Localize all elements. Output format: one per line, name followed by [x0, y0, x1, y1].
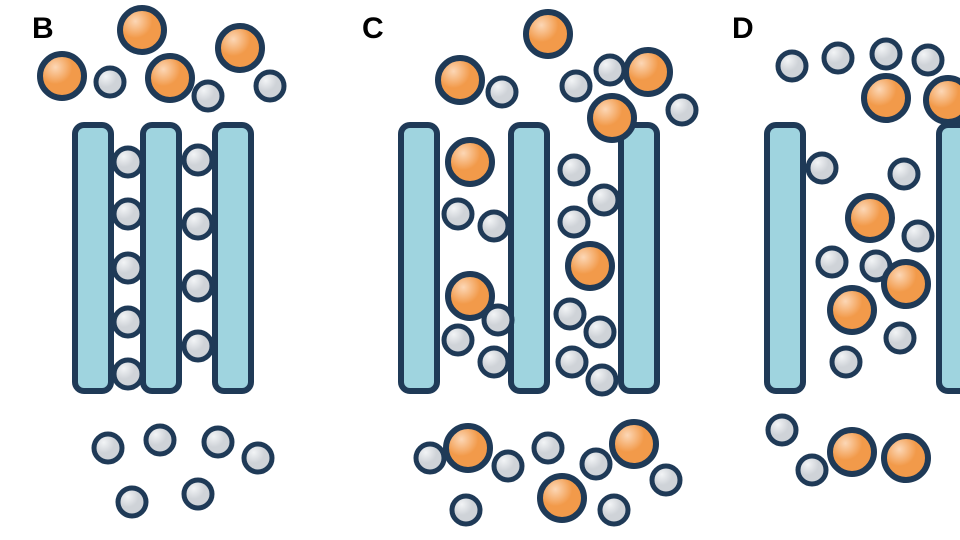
large-particle-icon [620, 44, 676, 100]
panel-label: D [732, 12, 754, 46]
small-particle-icon [109, 143, 147, 181]
small-particle-icon [239, 439, 277, 477]
small-particle-icon [179, 267, 217, 305]
large-particle-icon [34, 48, 90, 104]
small-particle-icon [885, 155, 923, 193]
panel-label: B [32, 12, 54, 46]
small-particle-icon [141, 421, 179, 459]
large-particle-icon [442, 134, 498, 190]
large-particle-icon [562, 238, 618, 294]
large-particle-icon [878, 430, 934, 486]
large-particle-icon [858, 70, 914, 126]
small-particle-icon [439, 195, 477, 233]
diagram-canvas: B C D [0, 0, 960, 540]
small-particle-icon [763, 411, 801, 449]
small-particle-icon [819, 39, 857, 77]
membrane-bar [508, 122, 550, 394]
membrane-bar [764, 122, 806, 394]
small-particle-icon [881, 319, 919, 357]
membrane-bar [398, 122, 440, 394]
large-particle-icon [442, 268, 498, 324]
large-particle-icon [878, 256, 934, 312]
small-particle-icon [555, 203, 593, 241]
large-particle-icon [824, 282, 880, 338]
small-particle-icon [199, 423, 237, 461]
large-particle-icon [920, 72, 960, 128]
small-particle-icon [529, 429, 567, 467]
small-particle-icon [113, 483, 151, 521]
small-particle-icon [439, 321, 477, 359]
small-particle-icon [109, 195, 147, 233]
membrane-bar [212, 122, 254, 394]
large-particle-icon [440, 420, 496, 476]
large-particle-icon [824, 424, 880, 480]
small-particle-icon [475, 343, 513, 381]
large-particle-icon [432, 52, 488, 108]
small-particle-icon [179, 205, 217, 243]
small-particle-icon [109, 249, 147, 287]
large-particle-icon [142, 50, 198, 106]
large-particle-icon [606, 416, 662, 472]
small-particle-icon [483, 73, 521, 111]
membrane-bar [618, 122, 660, 394]
small-particle-icon [773, 47, 811, 85]
small-particle-icon [813, 243, 851, 281]
small-particle-icon [803, 149, 841, 187]
small-particle-icon [179, 327, 217, 365]
small-particle-icon [179, 141, 217, 179]
small-particle-icon [827, 343, 865, 381]
small-particle-icon [447, 491, 485, 529]
small-particle-icon [89, 429, 127, 467]
small-particle-icon [179, 475, 217, 513]
large-particle-icon [842, 190, 898, 246]
panel-label: C [362, 12, 384, 46]
large-particle-icon [520, 6, 576, 62]
small-particle-icon [475, 207, 513, 245]
small-particle-icon [899, 217, 937, 255]
small-particle-icon [91, 63, 129, 101]
small-particle-icon [583, 361, 621, 399]
small-particle-icon [109, 355, 147, 393]
membrane-bar [72, 122, 114, 394]
membrane-bar [936, 122, 960, 394]
small-particle-icon [595, 491, 633, 529]
small-particle-icon [109, 303, 147, 341]
large-particle-icon [534, 470, 590, 526]
large-particle-icon [212, 20, 268, 76]
small-particle-icon [867, 35, 905, 73]
